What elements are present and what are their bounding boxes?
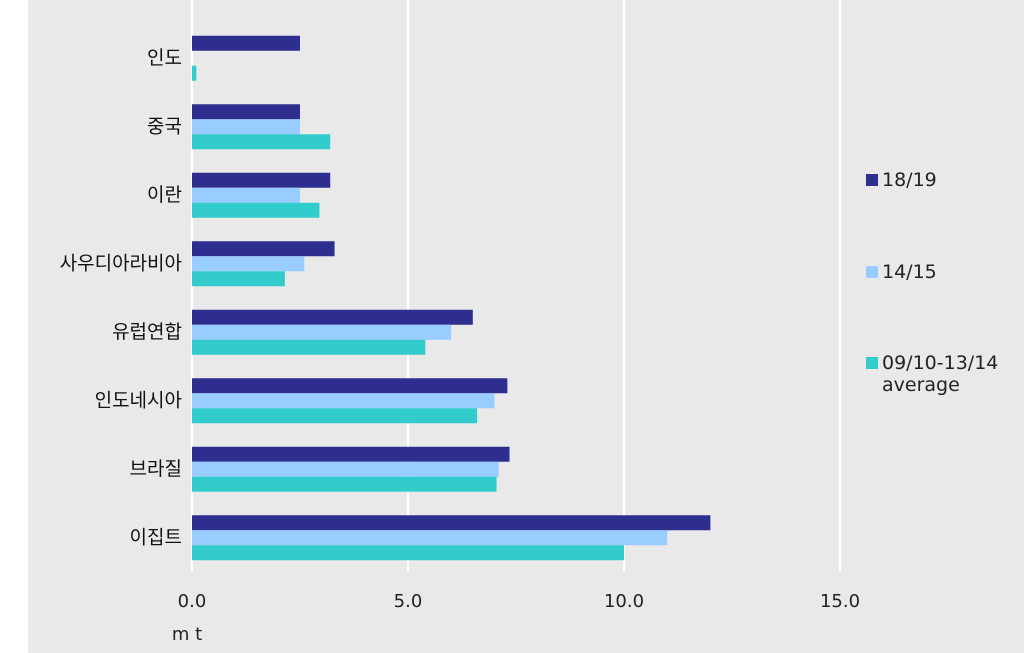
bar [192, 271, 285, 287]
bar [192, 545, 624, 561]
bar [192, 378, 508, 394]
bar [192, 256, 305, 272]
bar [192, 119, 300, 135]
y-tick-label: 사우디아라비아 [60, 252, 182, 274]
bar [192, 202, 320, 218]
x-tick-label: 15.0 [820, 591, 860, 612]
y-tick-label: 인도네시아 [95, 389, 182, 411]
x-tick-label: 0.0 [178, 591, 207, 612]
bar [192, 408, 478, 424]
bar [192, 309, 473, 325]
bar [192, 241, 335, 257]
bar [192, 515, 711, 531]
bar [192, 134, 331, 150]
legend-item: 09/10-13/14 average [866, 352, 1016, 396]
y-tick-label: 브라질 [130, 458, 182, 480]
legend-swatch [866, 357, 878, 369]
y-tick-label: 이집트 [130, 526, 182, 548]
bar [192, 476, 497, 492]
y-tick-label: 유럽연합 [112, 321, 182, 343]
legend-item: 18/19 [866, 169, 1016, 191]
bar [192, 172, 331, 188]
x-tick-label: 10.0 [604, 591, 644, 612]
y-tick-label: 이란 [147, 184, 182, 206]
x-tick-label: 5.0 [394, 591, 423, 612]
bar [192, 65, 197, 81]
bar [192, 35, 300, 51]
legend-label: 09/10-13/14 average [882, 352, 999, 396]
legend-swatch [866, 266, 878, 278]
bar [192, 461, 499, 477]
bar [192, 530, 668, 546]
bar [192, 339, 426, 355]
bar [192, 446, 510, 462]
legend-label: 18/19 [882, 169, 937, 191]
x-axis-label: m t [172, 624, 202, 645]
bar [192, 393, 495, 409]
legend-label: 14/15 [882, 261, 937, 283]
legend-swatch [866, 174, 878, 186]
y-tick-label: 중국 [147, 115, 182, 137]
bar [192, 324, 452, 340]
bar [192, 104, 300, 120]
bar [192, 187, 300, 203]
y-tick-label: 인도 [147, 47, 182, 69]
legend-item: 14/15 [866, 261, 1016, 283]
